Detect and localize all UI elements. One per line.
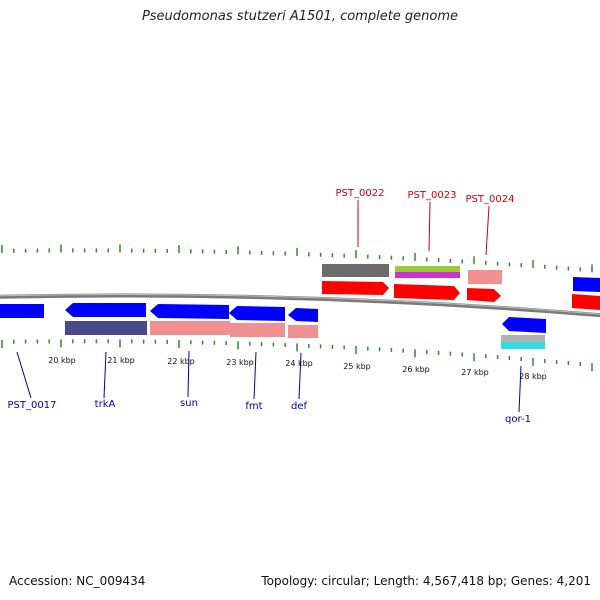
gene-label-trka[interactable]: trkA bbox=[95, 399, 116, 410]
kbp-label-20: 20 kbp bbox=[48, 356, 76, 365]
inner-tick-ring bbox=[1, 339, 593, 372]
leader-sun bbox=[187, 350, 190, 398]
genome-backbone bbox=[0, 293, 600, 318]
leader-pst-0017 bbox=[16, 351, 32, 399]
leader-qor-1 bbox=[518, 365, 522, 413]
gene-label-def[interactable]: def bbox=[291, 401, 308, 412]
gene-label-pst-0022[interactable]: PST_0022 bbox=[336, 188, 385, 199]
cds-right-forward[interactable] bbox=[572, 294, 600, 310]
cog-bar-qor-1-silver[interactable] bbox=[501, 335, 545, 342]
kbp-label-24: 24 kbp bbox=[285, 359, 313, 368]
cds-qor-1[interactable] bbox=[502, 317, 546, 333]
kbp-label-25: 25 kbp bbox=[343, 362, 371, 371]
leader-trka bbox=[103, 351, 107, 399]
cog-bar-pst-0024[interactable] bbox=[468, 270, 502, 284]
kbp-label-21: 21 kbp bbox=[107, 356, 135, 365]
gene-label-sun[interactable]: sun bbox=[180, 398, 198, 409]
gene-label-qor-1[interactable]: qor-1 bbox=[505, 414, 531, 425]
kbp-label-22: 22 kbp bbox=[167, 357, 195, 366]
cds-trka[interactable] bbox=[65, 303, 146, 317]
cog-bar-def[interactable] bbox=[288, 325, 318, 338]
cog-bar-trka[interactable] bbox=[65, 321, 147, 335]
cds-sun[interactable] bbox=[150, 304, 229, 319]
cog-bar-pst-0023-magenta[interactable] bbox=[395, 272, 460, 278]
gene-label-fmt[interactable]: fmt bbox=[245, 401, 262, 412]
cog-bar-pst-0022[interactable] bbox=[322, 264, 389, 277]
kbp-label-27: 27 kbp bbox=[461, 368, 489, 377]
gene-label-pst-0023[interactable]: PST_0023 bbox=[408, 190, 457, 201]
kbp-label-26: 26 kbp bbox=[402, 365, 430, 374]
accession-text: Accession: NC_009434 bbox=[9, 574, 146, 588]
leader-pst-0023 bbox=[428, 201, 431, 252]
page-title: Pseudomonas stutzeri A1501, complete gen… bbox=[141, 9, 459, 24]
genome-backbone-highlight bbox=[0, 294, 600, 315]
outer-tick-ring bbox=[1, 244, 593, 273]
leader-fmt bbox=[253, 351, 257, 400]
kbp-label-28: 28 kbp bbox=[519, 372, 547, 381]
cds-pst-0017[interactable] bbox=[0, 304, 44, 318]
cog-bar-pst-0023-green[interactable] bbox=[395, 266, 460, 272]
cds-pst-0022[interactable] bbox=[322, 281, 389, 295]
leader-def bbox=[298, 352, 302, 400]
kbp-label-23: 23 kbp bbox=[226, 358, 254, 367]
leader-pst-0024 bbox=[485, 205, 490, 256]
cds-right-reverse[interactable] bbox=[573, 277, 600, 292]
topology-text: Topology: circular; Length: 4,567,418 bp… bbox=[261, 574, 591, 588]
cds-def[interactable] bbox=[288, 308, 318, 322]
cog-bar-fmt[interactable] bbox=[230, 323, 285, 337]
cds-pst-0024[interactable] bbox=[467, 288, 501, 302]
gene-label-pst-0024[interactable]: PST_0024 bbox=[466, 194, 515, 205]
cds-fmt[interactable] bbox=[229, 306, 285, 321]
gene-label-pst-0017[interactable]: PST_0017 bbox=[8, 400, 57, 411]
cds-pst-0023[interactable] bbox=[394, 284, 460, 300]
cog-bar-sun[interactable] bbox=[150, 321, 230, 335]
cog-bar-qor-1-cyan[interactable] bbox=[501, 342, 545, 349]
